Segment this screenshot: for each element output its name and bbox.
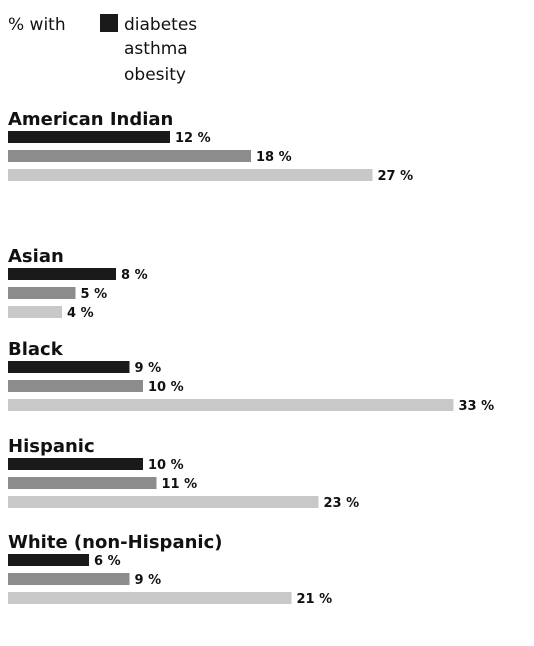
bar-asian-obesity [8, 306, 62, 318]
group-title-american-indian: American Indian [8, 109, 173, 130]
value-label-black-diabetes: 9 % [135, 361, 162, 376]
bar-asian-asthma [8, 287, 76, 299]
legend-label-asthma: asthma [124, 39, 188, 59]
value-label-white-non-hispanic-asthma: 9 % [135, 573, 162, 588]
value-label-white-non-hispanic-diabetes: 6 % [94, 554, 121, 569]
bar-american-indian-asthma [8, 150, 251, 162]
group-title-black: Black [8, 339, 64, 360]
bar-asian-diabetes [8, 268, 116, 280]
legend-label-obesity: obesity [124, 65, 186, 85]
value-label-asian-asthma: 5 % [81, 287, 108, 302]
value-label-asian-obesity: 4 % [67, 306, 94, 321]
value-label-hispanic-diabetes: 10 % [148, 458, 184, 473]
bar-black-obesity [8, 399, 454, 411]
group-title-asian: Asian [8, 246, 64, 267]
value-label-american-indian-asthma: 18 % [256, 150, 292, 165]
legend: % with diabetes asthma obesity [8, 14, 197, 85]
group-title-white-non-hispanic: White (non-Hispanic) [8, 532, 222, 553]
bar-hispanic-asthma [8, 477, 157, 489]
bar-black-asthma [8, 380, 143, 392]
value-label-white-non-hispanic-obesity: 21 % [297, 592, 333, 607]
value-label-american-indian-diabetes: 12 % [175, 131, 211, 146]
bar-hispanic-diabetes [8, 458, 143, 470]
bar-white-non-hispanic-diabetes [8, 554, 89, 566]
legend-prefix: % with [8, 15, 66, 35]
bar-hispanic-obesity [8, 496, 319, 508]
value-label-black-obesity: 33 % [459, 399, 495, 414]
value-label-hispanic-obesity: 23 % [324, 496, 360, 511]
bar-american-indian-obesity [8, 169, 373, 181]
bar-american-indian-diabetes [8, 131, 170, 143]
value-label-hispanic-asthma: 11 % [162, 477, 198, 492]
legend-label-diabetes: diabetes [124, 15, 197, 35]
bar-black-diabetes [8, 361, 130, 373]
value-label-asian-diabetes: 8 % [121, 268, 148, 283]
value-label-black-asthma: 10 % [148, 380, 184, 395]
legend-swatch-diabetes [100, 14, 118, 32]
value-label-american-indian-obesity: 27 % [378, 169, 414, 184]
group-title-hispanic: Hispanic [8, 436, 95, 457]
bar-white-non-hispanic-asthma [8, 573, 130, 585]
bar-white-non-hispanic-obesity [8, 592, 292, 604]
